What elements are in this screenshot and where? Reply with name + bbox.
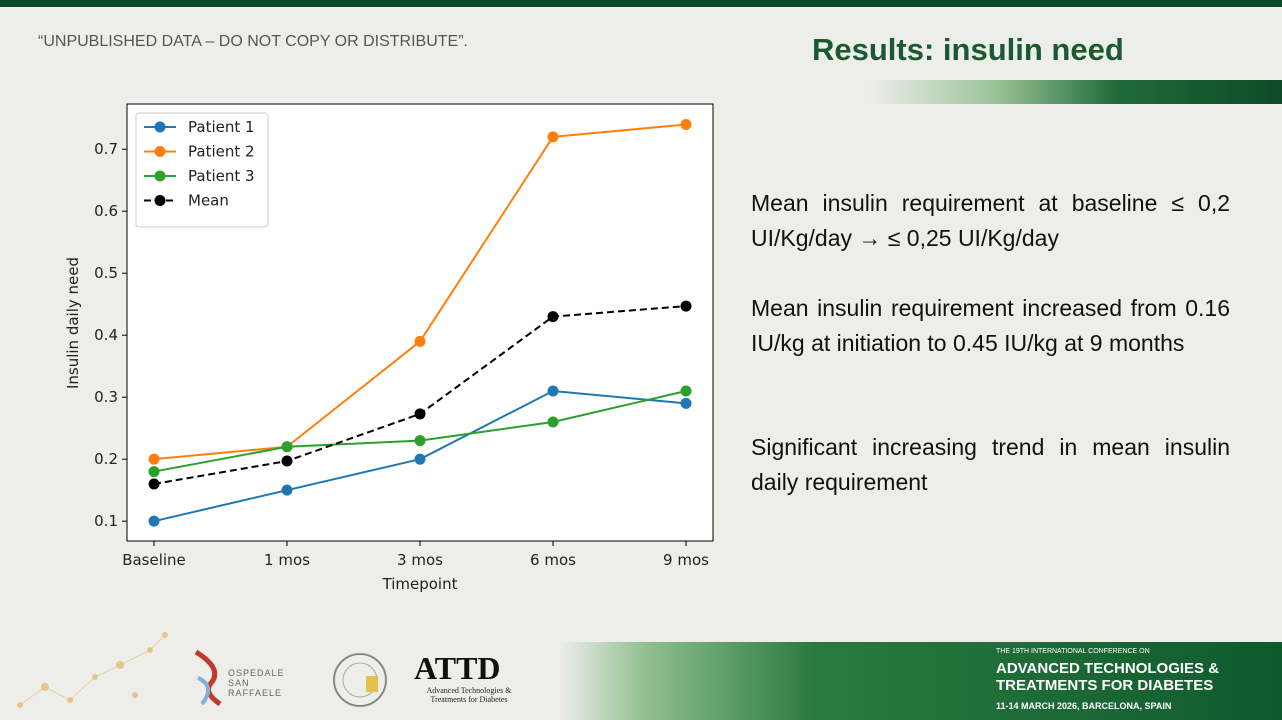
chart: Timepoint Insulin daily need 0.1 0.2 0.3 0.… <box>64 103 714 593</box>
data-point <box>148 466 160 478</box>
y-tick-label: 0.7 <box>94 140 118 158</box>
legend-label: Patient 3 <box>188 167 255 185</box>
conference-pre: THE 19TH INTERNATIONAL CONFERENCE ON <box>996 648 1150 655</box>
legend-label: Mean <box>188 192 229 210</box>
data-point <box>680 118 692 130</box>
data-point <box>414 435 426 447</box>
y-tick-label: 0.2 <box>94 450 118 468</box>
legend-marker <box>154 170 166 182</box>
title-bar <box>870 80 1282 104</box>
hospital-name: OSPEDALE SAN RAFFAELE <box>228 668 285 698</box>
data-point <box>281 441 293 453</box>
conference-date: 11-14 MARCH 2026, BARCELONA, SPAIN <box>996 701 1172 711</box>
x-tick-label: 6 mos <box>530 551 576 569</box>
x-tick-label: 9 mos <box>663 551 709 569</box>
slide-title: Results: insulin need <box>812 32 1124 67</box>
legend-marker <box>154 121 166 133</box>
y-tick-label: 0.5 <box>94 264 118 282</box>
legend-label: Patient 1 <box>188 118 255 136</box>
data-point <box>547 385 559 397</box>
data-point <box>414 335 426 347</box>
y-tick-label: 0.6 <box>94 202 118 220</box>
dots-decoration <box>17 632 168 708</box>
x-tick-label: 1 mos <box>264 551 310 569</box>
hospital-logo <box>194 649 222 707</box>
x-tick-label: 3 mos <box>397 551 443 569</box>
y-tick-label: 0.4 <box>94 326 118 344</box>
attd-caption: Advanced Technologies & Treatments for D… <box>426 686 512 704</box>
top-bar <box>0 0 1282 7</box>
data-point <box>547 131 559 143</box>
data-point <box>414 453 426 465</box>
legend-marker <box>154 146 166 157</box>
university-seal <box>333 653 387 707</box>
y-axis-label: Insulin daily need <box>64 257 82 389</box>
conference-name: ADVANCED TECHNOLOGIES & TREATMENTS FOR D… <box>996 660 1220 694</box>
disclaimer: “UNPUBLISHED DATA – DO NOT COPY OR DISTR… <box>38 33 468 50</box>
data-point <box>680 397 692 409</box>
data-point <box>680 300 692 312</box>
paragraph: Mean insulin requirement at baseline ≤ 0… <box>751 190 1230 251</box>
data-point <box>680 385 692 397</box>
legend-marker <box>154 195 166 206</box>
attd-logo: ATTD <box>414 650 501 686</box>
y-tick-label: 0.3 <box>94 388 118 406</box>
y-tick-label: 0.1 <box>94 512 118 530</box>
x-tick-label: Baseline <box>122 551 186 569</box>
legend-label: Patient 2 <box>188 143 255 161</box>
footer-band <box>560 642 1282 720</box>
x-axis-label: Timepoint <box>382 575 458 593</box>
data-point <box>148 478 160 490</box>
data-point <box>547 311 559 323</box>
data-point <box>148 453 160 465</box>
data-point <box>148 515 160 527</box>
data-point <box>281 484 293 496</box>
data-point <box>414 408 426 420</box>
data-point <box>547 416 559 428</box>
paragraph: Mean insulin requirement increased from … <box>751 295 1230 356</box>
data-point <box>281 455 293 467</box>
paragraph: Significant increasing trend in mean ins… <box>751 434 1230 495</box>
legend-box <box>135 112 269 228</box>
